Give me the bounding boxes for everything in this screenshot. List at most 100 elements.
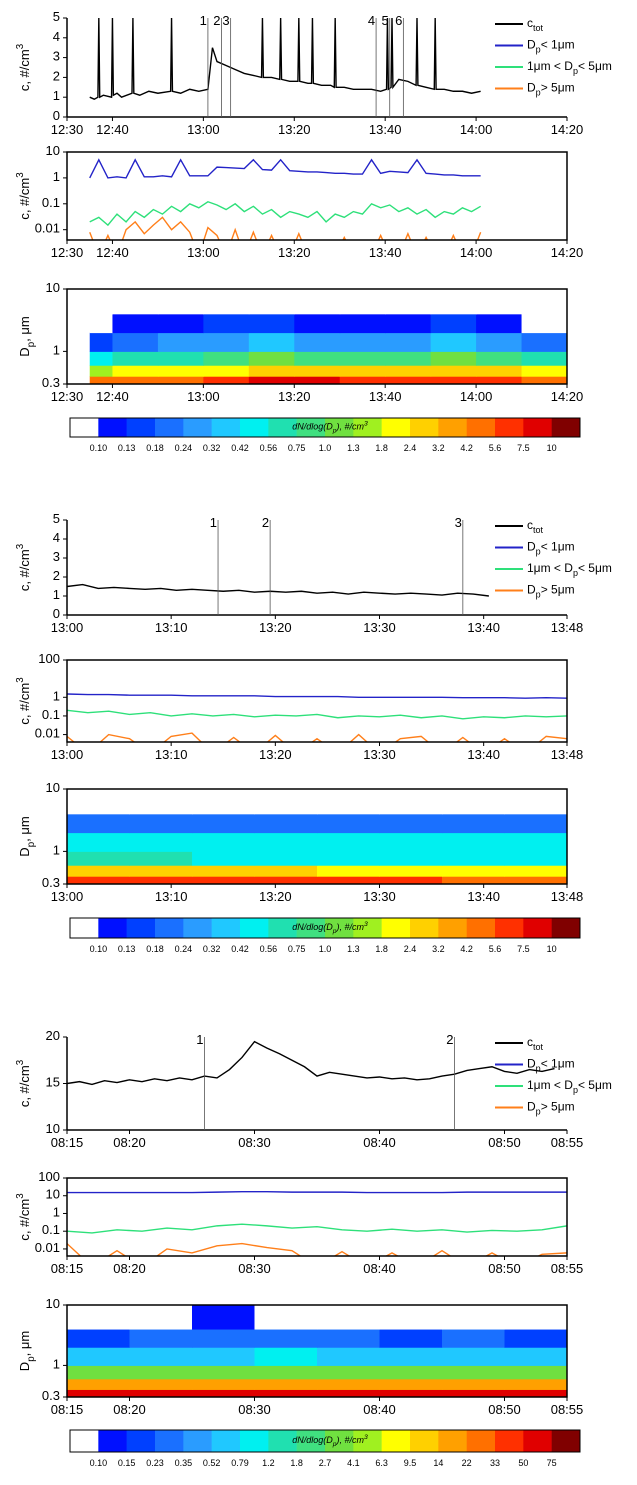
heat-cell bbox=[339, 351, 386, 366]
colorbar-box bbox=[98, 418, 127, 437]
x-tick-label: 08:20 bbox=[113, 1402, 146, 1417]
x-tick-label: 08:20 bbox=[113, 1135, 146, 1150]
heat-cell bbox=[339, 365, 386, 377]
y-tick-label: 1 bbox=[53, 343, 60, 358]
colorbar-box bbox=[353, 418, 382, 437]
colorbar-box bbox=[240, 418, 269, 437]
x-tick-label: 13:10 bbox=[155, 889, 188, 904]
colorbar-frame bbox=[69, 917, 581, 939]
x-tick-label: 13:40 bbox=[467, 747, 500, 762]
plot-area bbox=[67, 1190, 567, 1256]
heat-cell bbox=[504, 789, 567, 815]
heat-cell bbox=[442, 1329, 505, 1348]
colorbar-title: dN/dlog(Dp), #/cm3 bbox=[292, 921, 368, 935]
heat-cell bbox=[476, 365, 523, 377]
x-tick-label: 13:00 bbox=[187, 389, 220, 404]
x-tick-label: 08:50 bbox=[488, 1135, 521, 1150]
colorbar-box bbox=[70, 918, 99, 938]
heat-cell bbox=[385, 313, 432, 334]
plot-area bbox=[89, 158, 482, 240]
colorbar-label: 1.8 bbox=[375, 443, 388, 453]
colorbar-label: 75 bbox=[547, 1458, 557, 1468]
colorbar-box bbox=[495, 1430, 524, 1452]
heat-cell bbox=[504, 1329, 567, 1348]
heat-cell bbox=[67, 789, 130, 815]
heat-cell bbox=[504, 1389, 567, 1397]
colorbar-label: 0.18 bbox=[146, 944, 164, 954]
colorbar-box bbox=[523, 1430, 552, 1452]
x-tick-label: 13:40 bbox=[369, 389, 402, 404]
heat-cell bbox=[89, 351, 113, 366]
series-line bbox=[67, 693, 567, 699]
x-tick-label: 14:20 bbox=[551, 122, 584, 137]
x-tick-label: 12:40 bbox=[96, 245, 129, 260]
colorbar-box bbox=[70, 418, 99, 437]
colorbar-box bbox=[183, 418, 212, 437]
frame bbox=[66, 1304, 568, 1398]
y-tick-label: 0.3 bbox=[42, 375, 60, 390]
colorbar-box bbox=[155, 1430, 184, 1452]
heat-cell bbox=[317, 832, 380, 852]
heat-cell bbox=[129, 851, 193, 866]
colorbar-label: 1.8 bbox=[290, 1458, 303, 1468]
x-tick-label: 08:15 bbox=[51, 1135, 84, 1150]
colorbar-label: 14 bbox=[433, 1458, 443, 1468]
x-tick-label: 08:40 bbox=[363, 1261, 396, 1276]
y-tick-label: 10 bbox=[46, 1296, 60, 1311]
colorbar-label: 3.2 bbox=[432, 944, 445, 954]
heat-cell bbox=[67, 832, 130, 852]
colorbar-label: 1.0 bbox=[319, 944, 332, 954]
heat-cell bbox=[112, 313, 159, 334]
x-tick-label: 13:20 bbox=[278, 245, 311, 260]
x-tick-label: 14:00 bbox=[460, 122, 493, 137]
heat-cell bbox=[157, 365, 204, 377]
y-tick-label: 3 bbox=[53, 549, 60, 564]
y-tick-label: 1 bbox=[53, 169, 60, 184]
event-label: 6 bbox=[395, 13, 402, 28]
colorbar-label: 50 bbox=[518, 1458, 528, 1468]
colorbar-label: 0.32 bbox=[203, 944, 221, 954]
heat-cell bbox=[129, 789, 193, 815]
heat-cell bbox=[476, 376, 523, 384]
legend-label: Dp< 1μm bbox=[527, 1057, 575, 1074]
heat-cell bbox=[89, 332, 113, 352]
colorbar-box bbox=[183, 918, 212, 938]
y-tick-label: 2 bbox=[53, 69, 60, 84]
plot-area bbox=[89, 289, 567, 384]
x-tick-label: 13:10 bbox=[155, 620, 188, 635]
frame bbox=[66, 288, 568, 385]
x-tick-label: 08:20 bbox=[113, 1261, 146, 1276]
colorbar-title: dN/dlog(Dp), #/cm3 bbox=[292, 1434, 368, 1448]
heat-cell bbox=[254, 1389, 318, 1397]
heat-cell bbox=[379, 1305, 443, 1330]
y-tick-label: 0.3 bbox=[42, 1388, 60, 1403]
heat-cell bbox=[157, 332, 204, 352]
y-tick-label: 4 bbox=[53, 29, 60, 44]
heat-cell bbox=[442, 1365, 505, 1380]
y-axis-label: Dp, μm bbox=[17, 1331, 37, 1371]
heat-cell bbox=[317, 851, 380, 866]
colorbar-label: 4.1 bbox=[347, 1458, 360, 1468]
heat-cell bbox=[476, 313, 523, 334]
heat-cell bbox=[129, 1347, 193, 1366]
colorbar-label: 10 bbox=[547, 443, 557, 453]
series-line bbox=[67, 732, 567, 742]
x-tick-label: 13:10 bbox=[155, 747, 188, 762]
colorbar-box bbox=[381, 1430, 411, 1452]
y-tick-label: 0 bbox=[53, 606, 60, 621]
heat-cell bbox=[254, 1378, 318, 1390]
colorbar-box bbox=[438, 418, 467, 437]
x-tick-label: 13:40 bbox=[369, 245, 402, 260]
heat-cell bbox=[157, 313, 204, 334]
colorbar-label: 3.2 bbox=[432, 443, 445, 453]
legend-label: Dp> 5μm bbox=[527, 81, 575, 98]
y-tick-label: 3 bbox=[53, 49, 60, 64]
heat-cell bbox=[379, 876, 443, 884]
heat-cell bbox=[317, 1378, 380, 1390]
legend-label: 1μm < Dp< 5μm bbox=[527, 561, 612, 578]
x-tick-label: 13:00 bbox=[187, 122, 220, 137]
colorbar-box bbox=[353, 1430, 382, 1452]
heat-cell bbox=[442, 876, 505, 884]
heat-cell bbox=[192, 1378, 255, 1390]
heat-cell bbox=[317, 865, 380, 877]
